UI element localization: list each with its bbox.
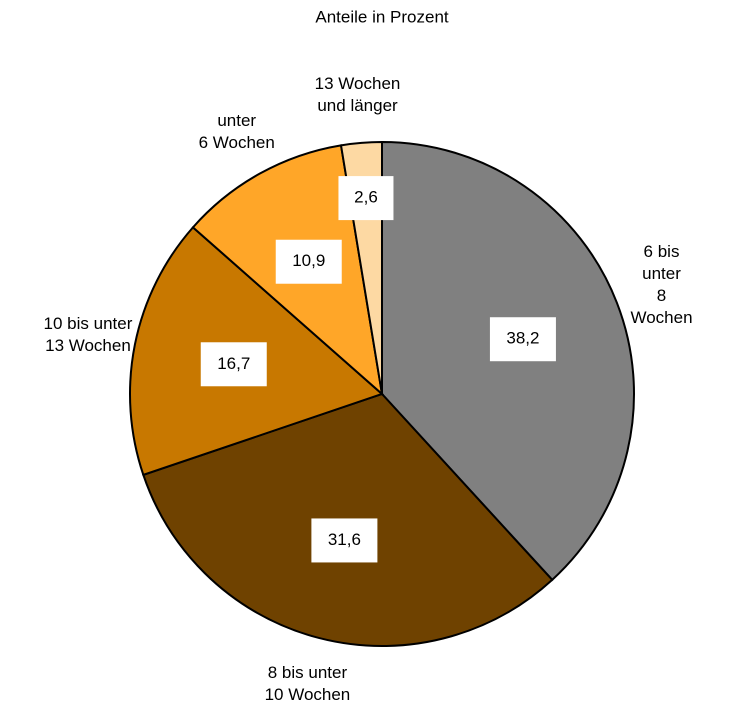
category-label: 6 bis unter 8 Wochen: [630, 242, 693, 328]
category-label: 13 Wochen und länger: [314, 74, 401, 116]
category-label: 8 bis unter 10 Wochen: [264, 663, 351, 702]
value-label: 38,2: [506, 329, 539, 348]
value-label-box: [200, 342, 267, 387]
value-label: 10,9: [292, 251, 325, 270]
category-label: 10 bis unter 13 Wochen: [43, 314, 133, 356]
value-label-box: [338, 176, 394, 221]
value-label: 31,6: [328, 530, 361, 549]
value-label: 2,6: [354, 188, 378, 207]
category-label: unter 6 Wochen: [198, 110, 275, 152]
chart-title: Anteile in Prozent: [315, 7, 449, 26]
value-label-box: [489, 317, 556, 362]
value-label: 16,7: [217, 354, 250, 373]
value-label-box: [311, 518, 378, 563]
value-label-box: [275, 239, 342, 284]
